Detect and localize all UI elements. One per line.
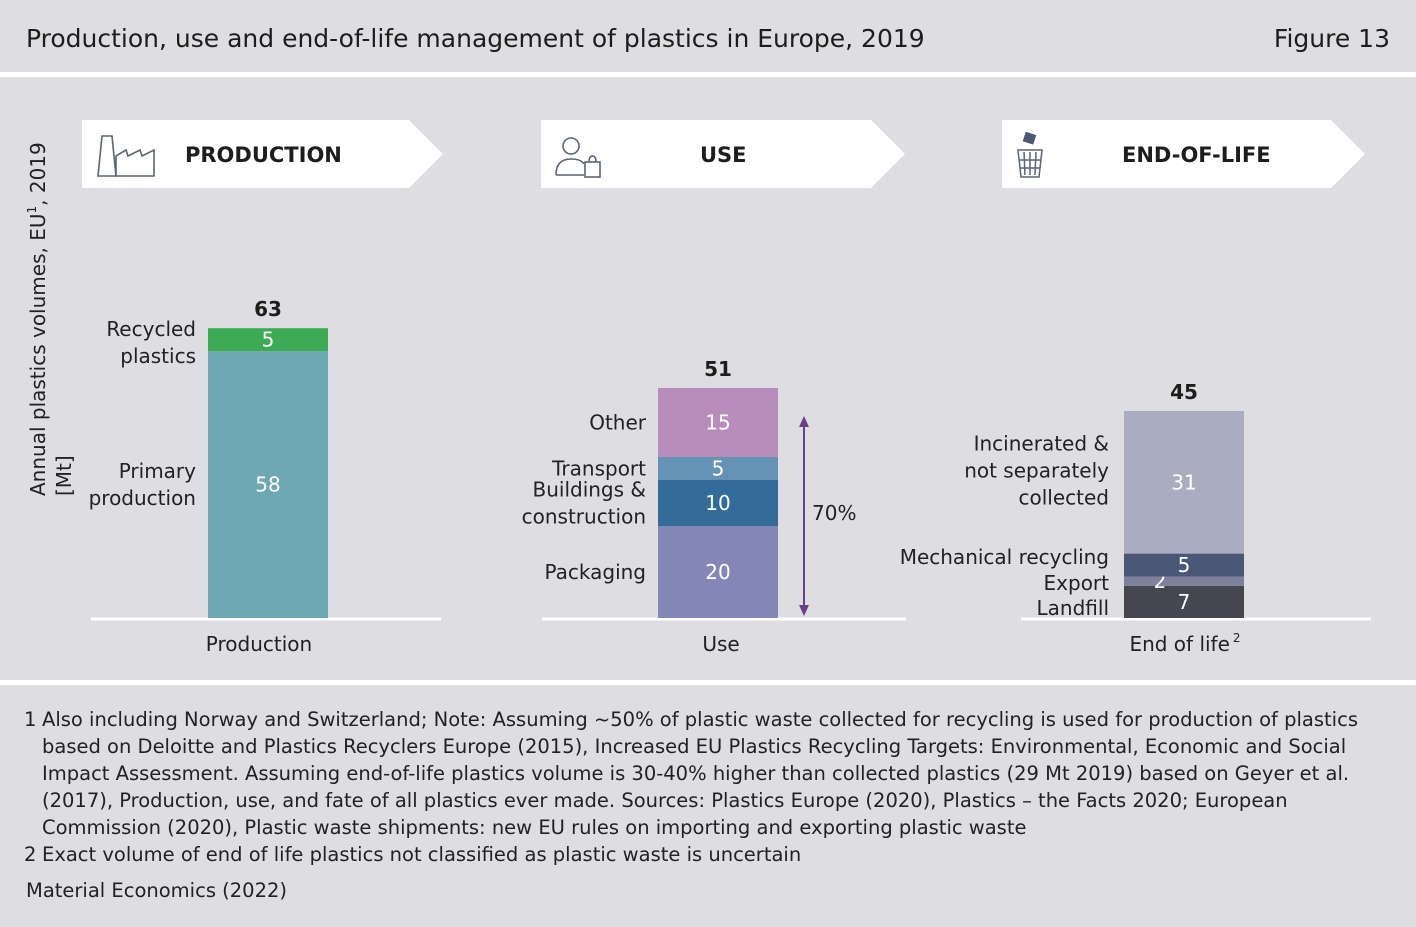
- value-label-transport: 5: [712, 457, 725, 481]
- source: Material Economics (2022): [26, 879, 288, 902]
- bottom-divider: [0, 680, 1416, 685]
- x-tick-production: Production: [206, 632, 312, 656]
- segment-label-buildings-construction: Buildings & construction: [522, 478, 646, 529]
- segment-label-recycled-plastics: Recycled plastics: [106, 317, 196, 368]
- person-with-bag-icon: [555, 137, 601, 178]
- chart: PRODUCTION USE END-OF-LIFE Annual plasti…: [25, 120, 1371, 656]
- bar-segment-other: [658, 388, 778, 457]
- value-label-primary-production: 58: [255, 473, 280, 497]
- segment-label-transport: Transport: [551, 457, 646, 481]
- x-tick-use: Use: [702, 632, 739, 656]
- bar-segment-incinerated-not-separately-collected: [1124, 411, 1244, 554]
- factory-icon: [97, 135, 155, 177]
- segment-label-incinerated-not-separately-collected: Incinerated & not separately collected: [964, 431, 1109, 509]
- bar-segment-recycled-plastics: [208, 328, 328, 352]
- value-label-incinerated-not-separately-collected: 31: [1171, 470, 1196, 494]
- bar-segment-landfill: [1124, 585, 1244, 618]
- footnote-text: Also including Norway and Switzerland; N…: [42, 708, 1358, 839]
- value-label-other: 15: [705, 411, 730, 435]
- annotation-70-percent: 70%: [812, 501, 856, 525]
- footnote-1: 1 Also including Norway and Switzerland;…: [24, 706, 1399, 841]
- footnote-text: Exact volume of end of life plastics not…: [42, 843, 802, 866]
- total-label-1: 51: [704, 357, 732, 381]
- segment-label-landfill: Landfill: [1037, 596, 1109, 620]
- panel-production: PRODUCTION: [82, 120, 443, 188]
- panel-label-end-of-life: END-OF-LIFE: [1122, 143, 1271, 167]
- x-tick-end-of-life: End of life 2: [1129, 631, 1240, 656]
- value-label-buildings-construction: 10: [705, 491, 730, 515]
- y-axis-label: Annual plastics volumes, EU1, 2019 [Mt]: [25, 136, 76, 496]
- top-divider: [0, 72, 1416, 77]
- value-label-mechanical-recycling: 5: [1178, 553, 1191, 577]
- panel-label-use: USE: [700, 143, 747, 167]
- footnotes: 1 Also including Norway and Switzerland;…: [24, 706, 1399, 868]
- bar-segment-buildings-construction: [658, 480, 778, 526]
- bar-segment-transport: [658, 457, 778, 480]
- panel-end-of-life: END-OF-LIFE: [1002, 120, 1365, 188]
- panel-label-production: PRODUCTION: [185, 143, 342, 167]
- segment-label-other: Other: [589, 411, 647, 435]
- packaging-share-arrow: [799, 416, 809, 616]
- value-label-packaging: 20: [705, 560, 730, 584]
- segment-label-primary-production: Primary production: [89, 459, 197, 510]
- page-title: Production, use and end-of-life manageme…: [26, 24, 925, 53]
- value-label-landfill: 7: [1178, 590, 1191, 614]
- footnote-number: 2: [24, 843, 37, 866]
- footnote-2: 2 Exact volume of end of life plastics n…: [24, 841, 1399, 868]
- footnote-number: 1: [24, 708, 37, 731]
- bar-segment-export: [1124, 576, 1244, 586]
- total-label-2: 45: [1170, 380, 1198, 404]
- bars-group: 58 Primary production 5 Recycled plastics 63 20…: [89, 297, 1244, 620]
- panel-use: USE: [541, 120, 905, 188]
- segment-label-export: Export: [1044, 571, 1110, 595]
- total-label-0: 63: [254, 297, 282, 321]
- figure-number: Figure 13: [1273, 24, 1390, 53]
- bar-segment-primary-production: [208, 351, 328, 618]
- bar-segment-mechanical-recycling: [1124, 553, 1244, 577]
- bar-segment-packaging: [658, 526, 778, 618]
- segment-label-packaging: Packaging: [544, 560, 646, 584]
- header: Production, use and end-of-life manageme…: [0, 0, 1416, 74]
- trash-bin-icon: [1017, 131, 1043, 178]
- value-label-recycled-plastics: 5: [262, 328, 275, 352]
- segment-label-mechanical-recycling: Mechanical recycling: [900, 545, 1109, 569]
